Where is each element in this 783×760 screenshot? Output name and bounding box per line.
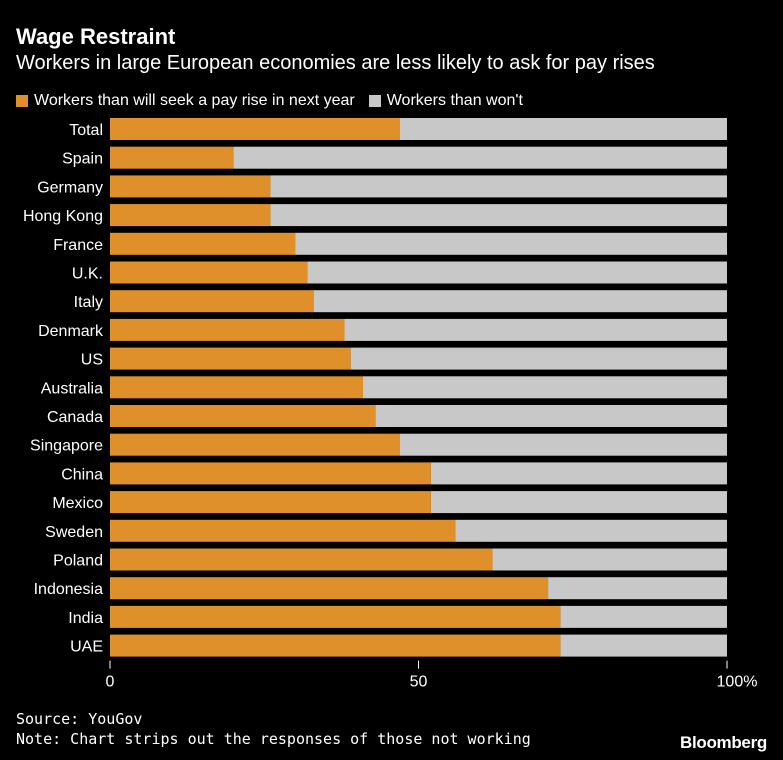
bar-seek-germany (110, 175, 271, 198)
category-label: Spain (62, 151, 103, 168)
bar-seek-indonesia (110, 577, 549, 600)
bar-wont-poland (492, 548, 727, 571)
bar-seek-india (110, 605, 561, 628)
bar-wont-us (350, 347, 727, 370)
x-tick-label: 0 (106, 674, 115, 691)
bar-wont-hong-kong (270, 204, 727, 227)
legend-item-seek: Workers than will seek a pay rise in nex… (16, 91, 355, 111)
category-label: Denmark (38, 323, 104, 340)
bar-seek-hong-kong (110, 204, 271, 227)
bar-wont-indonesia (548, 577, 727, 600)
legend-item-wont: Workers than won't (368, 91, 523, 111)
bar-seek-denmark (110, 318, 345, 341)
category-label: UAE (70, 639, 103, 656)
legend: Workers than will seek a pay rise in nex… (16, 91, 537, 111)
bar-wont-spain (233, 146, 727, 169)
bar-seek-sweden (110, 519, 456, 542)
bar-seek-u-k- (110, 261, 308, 284)
bar-seek-total (110, 118, 400, 140)
bar-seek-uae (110, 634, 561, 657)
category-label: Singapore (30, 438, 103, 455)
bar-seek-us (110, 347, 351, 370)
bar-wont-mexico (430, 491, 727, 514)
bar-chart: Total Spain Germany Hong Kong France U.K. Ital… (23, 118, 758, 691)
bar-seek-mexico (110, 491, 431, 514)
bar-seek-poland (110, 548, 493, 571)
category-label: India (68, 610, 103, 627)
bar-seek-singapore (110, 433, 400, 456)
legend-swatch-wont (368, 95, 381, 107)
category-label: Germany (37, 179, 103, 196)
bar-wont-france (295, 232, 727, 255)
category-label: Mexico (52, 495, 103, 512)
bar-seek-china (110, 462, 431, 485)
bar-wont-denmark (344, 318, 727, 341)
footnote: Note: Chart strips out the responses of … (16, 730, 531, 748)
bar-seek-australia (110, 376, 363, 399)
bar-seek-canada (110, 405, 376, 427)
bar-wont-u-k- (307, 261, 727, 284)
x-tick-label: 100% (717, 674, 758, 691)
category-label: Total (69, 122, 103, 139)
bloomberg-logo: Bloomberg (679, 733, 767, 752)
category-label: US (81, 352, 103, 369)
bar-seek-spain (110, 146, 234, 169)
x-tick-label: 50 (410, 674, 428, 691)
legend-label-seek: Workers than will seek a pay rise in nex… (34, 92, 355, 109)
category-label: Italy (74, 294, 103, 311)
category-label: Australia (41, 380, 103, 397)
bar-wont-india (560, 605, 727, 628)
category-label: U.K. (72, 266, 103, 283)
category-label: Poland (53, 553, 103, 570)
category-label: Indonesia (34, 581, 103, 598)
bar-wont-australia (362, 376, 727, 399)
bar-wont-china (430, 462, 727, 485)
bar-wont-uae (560, 634, 727, 657)
bar-wont-sweden (455, 519, 727, 542)
bar-wont-singapore (399, 433, 727, 456)
bar-wont-canada (375, 405, 727, 427)
bar-wont-germany (270, 175, 727, 198)
bar-wont-italy (313, 290, 727, 313)
legend-swatch-seek (16, 95, 28, 107)
chart-subtitle: Workers in large European economies are … (16, 52, 655, 74)
category-label: Hong Kong (23, 208, 103, 225)
category-label: Sweden (45, 524, 103, 541)
source-note: Source: YouGov (16, 710, 143, 728)
bar-wont-total (399, 118, 727, 140)
legend-label-wont: Workers than won't (386, 92, 523, 109)
category-label: China (61, 466, 103, 483)
bar-seek-france (110, 232, 296, 255)
category-label: France (53, 237, 103, 254)
bar-seek-italy (110, 290, 314, 313)
chart-title: Wage Restraint (16, 24, 176, 49)
category-label: Canada (47, 409, 103, 426)
